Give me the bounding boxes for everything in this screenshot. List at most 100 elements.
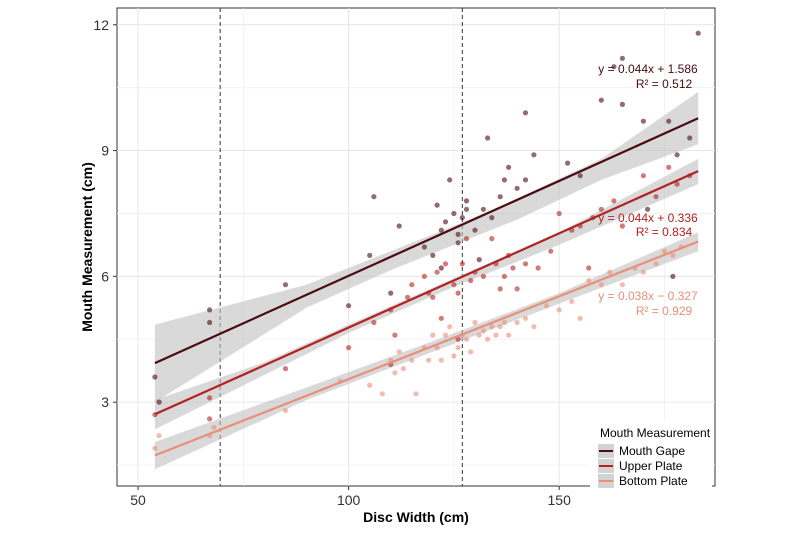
data-point — [207, 307, 213, 313]
data-point — [434, 269, 440, 275]
equation-text: y = 0.038x − 0.327 — [598, 289, 698, 303]
data-point — [522, 261, 529, 267]
data-point — [485, 336, 491, 342]
equation-mouth-gape: y = 0.044x + 1.586 R² = 0.512 — [598, 62, 698, 91]
data-point — [207, 319, 213, 326]
data-point — [501, 273, 507, 279]
data-point — [409, 357, 415, 363]
data-point — [497, 286, 503, 292]
axes: 50 100 150 3 6 9 12 — [93, 17, 571, 508]
data-point — [666, 118, 672, 124]
data-point — [346, 345, 352, 351]
data-point — [421, 244, 427, 250]
equation-bottom-plate: y = 0.038x − 0.327 R² = 0.929 — [598, 289, 698, 318]
data-point — [619, 223, 626, 229]
data-point — [282, 282, 289, 288]
data-point — [674, 181, 680, 187]
data-point — [459, 215, 465, 221]
data-point — [396, 349, 402, 355]
data-point — [476, 257, 482, 263]
data-point — [489, 236, 495, 242]
data-point — [371, 194, 377, 200]
data-point — [455, 345, 461, 351]
y-tick-label: 3 — [101, 394, 109, 410]
data-point — [392, 370, 398, 376]
data-point — [497, 194, 503, 200]
legend-item-bottom-plate: Bottom Plate — [598, 474, 688, 488]
data-point — [577, 173, 583, 179]
data-point — [522, 110, 529, 116]
data-point — [493, 332, 499, 338]
legend-label: Bottom Plate — [619, 474, 688, 488]
data-point — [640, 173, 647, 179]
data-point — [480, 206, 486, 212]
data-point — [522, 315, 529, 321]
data-point — [522, 177, 529, 183]
data-point — [598, 206, 604, 212]
legend-label: Mouth Gape — [619, 444, 685, 458]
data-point — [379, 391, 385, 397]
data-point — [611, 64, 617, 70]
data-point — [535, 265, 541, 271]
data-point — [426, 357, 432, 363]
data-point — [666, 164, 672, 170]
data-point — [451, 282, 457, 288]
data-point — [695, 30, 701, 36]
data-point — [463, 206, 470, 212]
legend-item-mouth-gape: Mouth Gape — [598, 444, 685, 458]
data-point — [463, 198, 470, 204]
data-point — [514, 319, 520, 326]
regression-line — [154, 240, 699, 457]
data-point — [207, 395, 213, 401]
y-tick-label: 12 — [93, 17, 109, 33]
data-point — [451, 353, 457, 359]
data-point — [451, 210, 457, 217]
data-point — [577, 315, 583, 321]
data-point — [476, 332, 482, 338]
data-point — [543, 303, 550, 309]
legend-title: Mouth Measurement — [600, 426, 711, 440]
data-point — [463, 336, 470, 342]
data-point — [506, 332, 512, 338]
data-point — [421, 273, 427, 279]
data-point — [645, 206, 651, 212]
equation-text: y = 0.044x + 1.586 — [598, 62, 698, 76]
data-point — [501, 319, 507, 326]
data-point — [434, 345, 440, 351]
data-point — [670, 273, 676, 279]
data-point — [434, 202, 440, 208]
data-point — [653, 194, 659, 200]
data-point — [531, 152, 537, 158]
data-point — [438, 357, 444, 363]
data-point — [400, 366, 406, 372]
r2-text: R² = 0.929 — [636, 304, 693, 318]
data-point — [510, 265, 516, 271]
data-point — [152, 445, 158, 451]
data-point — [430, 252, 436, 258]
data-point — [619, 55, 626, 61]
confidence-band — [154, 232, 699, 470]
regression-line — [154, 117, 699, 365]
data-point — [468, 349, 474, 355]
data-point — [472, 227, 478, 233]
data-point — [211, 424, 217, 430]
data-point — [447, 324, 453, 330]
data-point — [405, 294, 411, 300]
y-axis-title: Mouth Measurement (cm) — [79, 162, 95, 332]
data-point — [531, 324, 537, 330]
x-axis-title: Disc Width (cm) — [363, 509, 469, 525]
data-point — [674, 152, 680, 158]
data-point — [207, 416, 213, 422]
data-point — [455, 240, 461, 246]
data-point — [442, 219, 449, 225]
data-point — [455, 336, 461, 342]
regression-lines — [154, 117, 699, 457]
data-point — [396, 223, 402, 229]
legend-label: Upper Plate — [619, 459, 683, 473]
data-point — [548, 248, 554, 254]
data-point — [430, 294, 436, 300]
data-point — [282, 366, 289, 372]
y-tick-label: 9 — [101, 143, 109, 159]
